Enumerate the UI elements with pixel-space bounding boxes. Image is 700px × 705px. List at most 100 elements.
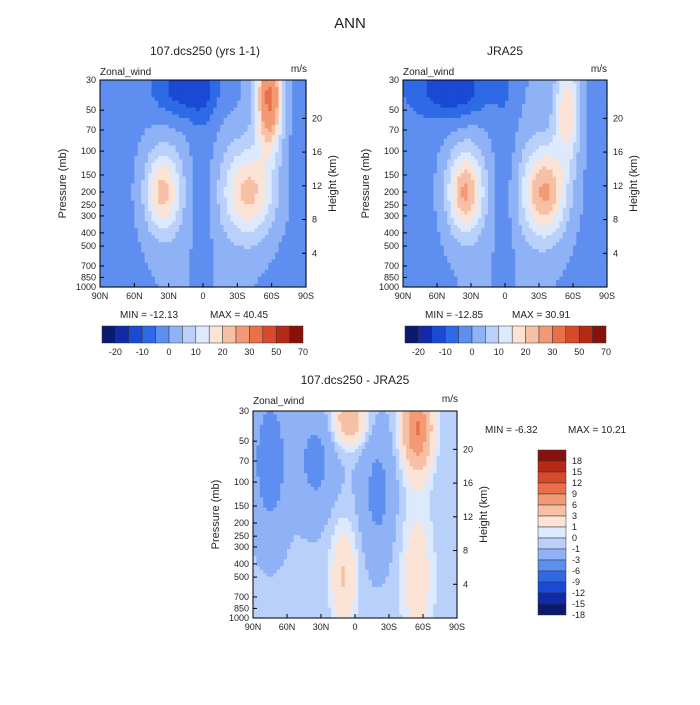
contour-cell	[461, 187, 465, 191]
contour-cell	[117, 139, 121, 143]
contour-cell	[217, 266, 221, 270]
contour-cell	[227, 108, 231, 112]
contour-cell	[117, 132, 121, 136]
contour-cell	[299, 280, 303, 284]
contour-cell	[182, 211, 186, 215]
contour-cell	[234, 211, 238, 215]
contour-cell	[124, 242, 128, 246]
contour-cell	[279, 249, 283, 253]
contour-cell	[248, 177, 252, 181]
contour-cell	[224, 259, 228, 263]
contour-cell	[182, 90, 186, 94]
contour-cell	[248, 108, 252, 112]
contour-cell	[162, 194, 166, 198]
units-label: m/s	[291, 64, 307, 75]
contour-cell	[279, 184, 283, 188]
contour-cell	[103, 115, 107, 119]
contour-cell	[210, 128, 214, 132]
contour-cell	[244, 194, 248, 198]
contour-cell	[224, 249, 228, 253]
contour-cell	[114, 187, 118, 191]
contour-cell	[134, 177, 138, 181]
contour-cell	[230, 149, 234, 153]
contour-cell	[176, 211, 180, 215]
contour-cell	[107, 104, 111, 108]
contour-cell	[213, 249, 217, 253]
contour-cell	[272, 90, 276, 94]
contour-cell	[176, 266, 180, 270]
contour-cell	[248, 128, 252, 132]
contour-cell	[220, 228, 224, 232]
contour-cell	[289, 90, 293, 94]
contour-cell	[206, 215, 210, 219]
contour-cell	[110, 132, 114, 136]
contour-cell	[255, 253, 259, 257]
contour-cell	[213, 115, 217, 119]
contour-cell	[289, 187, 293, 191]
contour-cell	[299, 108, 303, 112]
contour-cell	[251, 280, 255, 284]
contour-cell	[186, 180, 190, 184]
contour-cell	[248, 121, 252, 125]
contour-cell	[234, 97, 238, 101]
contour-cell	[103, 239, 107, 243]
contour-cell	[261, 152, 265, 156]
contour-cell	[241, 256, 245, 260]
contour-cell	[427, 121, 431, 125]
contour-cell	[272, 253, 276, 257]
contour-cell	[172, 242, 176, 246]
contour-cell	[148, 163, 152, 167]
contour-cell	[299, 246, 303, 250]
contour-cell	[162, 232, 166, 236]
contour-cell	[299, 232, 303, 236]
contour-cell	[289, 190, 293, 194]
contour-cell	[299, 97, 303, 101]
contour-cell	[158, 187, 162, 191]
contour-cell	[461, 232, 465, 236]
contour-cell	[241, 87, 245, 91]
contour-cell	[234, 253, 238, 257]
contour-cell	[217, 94, 221, 98]
contour-cell	[186, 170, 190, 174]
contour-cell	[114, 242, 118, 246]
contour-cell	[103, 246, 107, 250]
contour-cell	[179, 97, 183, 101]
contour-cell	[234, 159, 238, 163]
contour-cell	[227, 256, 231, 260]
contour-cell	[193, 90, 197, 94]
contour-cell	[427, 228, 431, 232]
contour-cell	[265, 115, 269, 119]
contour-cell	[152, 170, 156, 174]
contour-cell	[217, 208, 221, 212]
contour-cell	[251, 218, 255, 222]
contour-cell	[155, 194, 159, 198]
contour-cell	[237, 256, 241, 260]
contour-cell	[275, 204, 279, 208]
contour-cell	[268, 228, 272, 232]
contour-cell	[224, 101, 228, 105]
contour-cell	[237, 128, 241, 132]
contour-cell	[248, 90, 252, 94]
contour-cell	[292, 149, 296, 153]
y-tick-label: 850	[81, 272, 96, 282]
contour-cell	[230, 253, 234, 257]
contour-cell	[279, 170, 283, 174]
contour-cell	[255, 87, 259, 91]
contour-cell	[172, 94, 176, 98]
contour-cell	[114, 249, 118, 253]
contour-cell	[196, 253, 200, 257]
contour-cell	[461, 159, 465, 163]
contour-cell	[131, 128, 135, 132]
contour-cell	[251, 246, 255, 250]
contour-cell	[230, 135, 234, 139]
contour-cell	[117, 156, 121, 160]
contour-cell	[272, 273, 276, 277]
contour-cell	[282, 159, 286, 163]
contour-cell	[200, 256, 204, 260]
contour-cell	[165, 108, 169, 112]
contour-cell	[248, 232, 252, 236]
contour-cell	[103, 187, 107, 191]
contour-cell	[114, 266, 118, 270]
contour-cell	[265, 277, 269, 281]
contour-cell	[145, 204, 149, 208]
